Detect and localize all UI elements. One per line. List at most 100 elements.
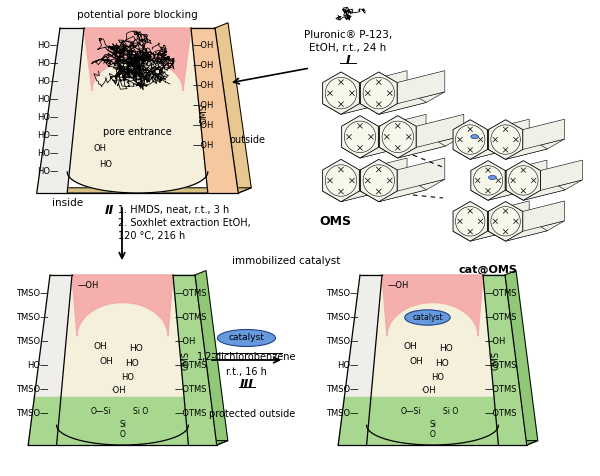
Ellipse shape bbox=[405, 310, 450, 325]
Text: —OH: —OH bbox=[193, 141, 214, 150]
Text: —OH: —OH bbox=[388, 280, 409, 289]
Text: 1. HMDS, neat, r.t., 3 h: 1. HMDS, neat, r.t., 3 h bbox=[118, 205, 229, 215]
Text: protected outside: protected outside bbox=[209, 409, 295, 419]
Text: immobilized catalyst: immobilized catalyst bbox=[232, 256, 341, 266]
Polygon shape bbox=[509, 166, 538, 195]
Text: EtOH, r.t., 24 h: EtOH, r.t., 24 h bbox=[310, 43, 386, 53]
Text: HO: HO bbox=[431, 373, 444, 381]
Text: potential pore blocking: potential pore blocking bbox=[77, 10, 198, 20]
Text: inside: inside bbox=[52, 198, 83, 208]
Polygon shape bbox=[338, 441, 538, 445]
Polygon shape bbox=[191, 28, 238, 193]
Text: —OTMS: —OTMS bbox=[485, 408, 517, 417]
Polygon shape bbox=[84, 28, 191, 91]
Polygon shape bbox=[361, 92, 427, 114]
Text: HO: HO bbox=[436, 359, 449, 368]
Polygon shape bbox=[379, 92, 445, 114]
Text: —OH: —OH bbox=[193, 101, 214, 110]
Text: cat@OMS: cat@OMS bbox=[458, 265, 517, 275]
Text: 1,2-dichlorobenzene: 1,2-dichlorobenzene bbox=[197, 352, 296, 362]
Polygon shape bbox=[28, 397, 217, 445]
Text: —OH: —OH bbox=[175, 337, 196, 346]
Polygon shape bbox=[361, 159, 397, 202]
Text: HO—: HO— bbox=[37, 60, 58, 69]
Text: —OH: —OH bbox=[485, 337, 506, 346]
Polygon shape bbox=[361, 72, 397, 114]
Polygon shape bbox=[363, 78, 395, 109]
Text: ·OH: ·OH bbox=[110, 386, 125, 395]
Polygon shape bbox=[470, 221, 529, 241]
Polygon shape bbox=[325, 165, 357, 196]
Polygon shape bbox=[28, 441, 228, 445]
Text: ·OH: ·OH bbox=[419, 386, 436, 395]
Ellipse shape bbox=[218, 329, 275, 347]
Polygon shape bbox=[416, 114, 464, 148]
Polygon shape bbox=[338, 275, 382, 445]
Polygon shape bbox=[523, 201, 565, 231]
Polygon shape bbox=[505, 160, 547, 190]
Polygon shape bbox=[506, 180, 565, 200]
Polygon shape bbox=[506, 221, 565, 241]
Text: TMSO—: TMSO— bbox=[17, 288, 49, 298]
Text: TMSO—: TMSO— bbox=[326, 408, 359, 417]
Text: HO: HO bbox=[130, 344, 143, 353]
Polygon shape bbox=[195, 270, 228, 445]
Text: I: I bbox=[346, 53, 350, 67]
Polygon shape bbox=[363, 165, 395, 196]
Text: —OTMS: —OTMS bbox=[485, 385, 517, 394]
Text: HO—: HO— bbox=[338, 360, 359, 369]
Polygon shape bbox=[473, 166, 503, 195]
Text: —OTMS: —OTMS bbox=[485, 360, 517, 369]
Polygon shape bbox=[361, 179, 427, 202]
Polygon shape bbox=[398, 136, 464, 158]
Text: OH: OH bbox=[410, 357, 424, 366]
Text: TMSO—: TMSO— bbox=[326, 337, 359, 346]
Text: pore entrance: pore entrance bbox=[103, 127, 172, 137]
Polygon shape bbox=[488, 180, 547, 200]
Polygon shape bbox=[215, 23, 251, 193]
Polygon shape bbox=[453, 221, 512, 241]
Polygon shape bbox=[367, 275, 499, 445]
Text: HO—: HO— bbox=[28, 360, 49, 369]
Polygon shape bbox=[455, 125, 485, 154]
Text: catalyst: catalyst bbox=[229, 334, 265, 343]
Polygon shape bbox=[505, 270, 538, 445]
Text: II: II bbox=[105, 204, 114, 217]
Text: Pluronic® P-123,: Pluronic® P-123, bbox=[304, 30, 392, 40]
Text: TMSO—: TMSO— bbox=[17, 385, 49, 394]
Text: HO: HO bbox=[121, 373, 134, 381]
Polygon shape bbox=[453, 120, 487, 159]
Polygon shape bbox=[488, 120, 523, 159]
Text: HO—: HO— bbox=[37, 113, 58, 122]
Text: HO—: HO— bbox=[37, 131, 58, 140]
Text: TMSO—: TMSO— bbox=[326, 385, 359, 394]
Text: OH: OH bbox=[94, 342, 107, 351]
Text: O: O bbox=[119, 430, 125, 439]
Polygon shape bbox=[67, 28, 208, 193]
Ellipse shape bbox=[488, 176, 496, 179]
Text: —OH: —OH bbox=[193, 41, 214, 50]
Text: —OH: —OH bbox=[193, 81, 214, 90]
Text: OH: OH bbox=[404, 342, 418, 351]
Text: r.t., 16 h: r.t., 16 h bbox=[226, 367, 267, 377]
Text: OH: OH bbox=[94, 144, 107, 153]
Polygon shape bbox=[325, 78, 357, 109]
Polygon shape bbox=[382, 121, 413, 153]
Text: TMSO—: TMSO— bbox=[17, 313, 49, 321]
Polygon shape bbox=[491, 207, 520, 236]
Polygon shape bbox=[359, 70, 407, 104]
Text: TMSO—: TMSO— bbox=[17, 408, 49, 417]
Text: —OTMS: —OTMS bbox=[485, 313, 517, 321]
Text: catalyst: catalyst bbox=[412, 313, 443, 322]
Polygon shape bbox=[344, 121, 376, 153]
Polygon shape bbox=[471, 160, 505, 200]
Polygon shape bbox=[323, 179, 389, 202]
Polygon shape bbox=[341, 136, 407, 158]
Polygon shape bbox=[488, 201, 523, 241]
Polygon shape bbox=[453, 139, 512, 159]
Text: O: O bbox=[430, 430, 436, 439]
Polygon shape bbox=[37, 28, 84, 193]
Polygon shape bbox=[397, 70, 445, 104]
Polygon shape bbox=[341, 179, 407, 202]
Text: HO—: HO— bbox=[37, 168, 58, 177]
